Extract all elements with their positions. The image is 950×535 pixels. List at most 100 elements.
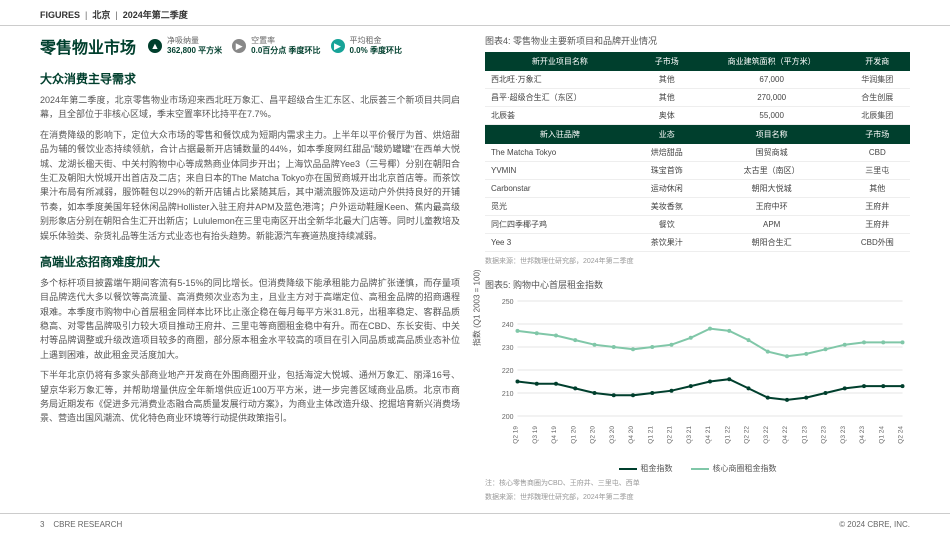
table-row: YVMIN珠宝首饰太古里（南区）三里屯 (485, 162, 910, 180)
svg-text:Q1 23: Q1 23 (801, 426, 808, 444)
svg-text:Q3 19: Q3 19 (532, 426, 539, 444)
svg-text:240: 240 (502, 322, 514, 329)
svg-text:210: 210 (502, 391, 514, 398)
table-cell: Carbonstar (485, 180, 635, 198)
table-row: Yee 3茶饮果汁朝阳合生汇CBD外围 (485, 234, 910, 252)
table-cell: 其他 (845, 180, 910, 198)
legend-item: 租金指数 (619, 463, 673, 474)
metric: ▲ 净吸纳量362,800 平方米 (148, 36, 222, 55)
legend-swatch (691, 468, 709, 470)
table-cell: 珠宝首饰 (635, 162, 699, 180)
page-title: 零售物业市场 (40, 34, 136, 58)
chart5-legend: 租金指数 核心商圈租金指数 (485, 463, 910, 474)
chart5-source: 数据来源：世邦魏理仕研究部，2024年第二季度 (485, 492, 910, 502)
chart5-note: 注：核心零售商圈为CBD、王府井、三里屯、西单 (485, 478, 910, 488)
metric-text: 空置率0.0百分点 季度环比 (251, 36, 320, 55)
table4: 新开业项目名称子市场商业建筑面积（平方米）开发商 西北旺·万象汇其他67,000… (485, 52, 910, 252)
metric-text: 净吸纳量362,800 平方米 (167, 36, 222, 55)
metric: ▶ 空置率0.0百分点 季度环比 (232, 36, 320, 55)
table-cell: 茶饮果汁 (635, 234, 699, 252)
legend-label: 租金指数 (641, 463, 673, 474)
table-cell: 烘焙甜品 (635, 144, 699, 162)
page-footer: 3 CBRE RESEARCH © 2024 CBRE, INC. (0, 513, 950, 535)
metric-icon: ▶ (331, 39, 345, 53)
page-header: FIGURES | 北京 | 2024年第二季度 (0, 0, 950, 26)
table-header-cell: 商业建筑面积（平方米） (699, 52, 845, 71)
table-cell: 王府井 (845, 198, 910, 216)
svg-text:Q2 22: Q2 22 (744, 426, 751, 444)
table-cell: 其他 (635, 89, 699, 107)
svg-text:Q2 24: Q2 24 (898, 426, 905, 444)
svg-text:Q2 23: Q2 23 (821, 426, 828, 444)
table-cell: 太古里（南区） (699, 162, 845, 180)
metric-icon: ▶ (232, 39, 246, 53)
table-cell: 北辰荟 (485, 107, 635, 125)
svg-text:200: 200 (502, 414, 514, 421)
table-cell: 西北旺·万象汇 (485, 71, 635, 89)
table-cell: 67,000 (699, 71, 845, 89)
table-cell: 国贸商城 (699, 144, 845, 162)
svg-text:Q4 19: Q4 19 (551, 426, 558, 444)
footer-right: © 2024 CBRE, INC. (839, 520, 910, 529)
svg-text:Q3 20: Q3 20 (609, 426, 616, 444)
table-cell: YVMIN (485, 162, 635, 180)
table4-source: 数据来源：世邦魏理仕研究部，2024年第二季度 (485, 256, 910, 266)
legend-label: 核心商圈租金指数 (713, 463, 777, 474)
section-title: 高端业态招商难度加大 (40, 253, 460, 270)
table-header-cell: 新入驻品牌 (485, 125, 635, 145)
table-cell: 昌平·超级合生汇（东区） (485, 89, 635, 107)
table-cell: 运动休闲 (635, 180, 699, 198)
svg-text:Q4 22: Q4 22 (782, 426, 789, 444)
metric-icon: ▲ (148, 39, 162, 53)
svg-text:Q1 21: Q1 21 (647, 426, 654, 444)
figures-label: FIGURES (40, 10, 80, 20)
table-row: 西北旺·万象汇其他67,000华润集团 (485, 71, 910, 89)
metrics-row: ▲净吸纳量362,800 平方米▶空置率0.0百分点 季度环比▶平均租金0.0%… (148, 36, 402, 55)
table-header-cell: 业态 (635, 125, 699, 145)
body-paragraph: 在消费降级的影响下，定位大众市场的零售和餐饮成为短期内需求主力。上半年以平价餐厅… (40, 128, 460, 243)
table-cell: 北辰集团 (845, 107, 910, 125)
table-cell: 奥体 (635, 107, 699, 125)
chart5-svg: 200210220230240250Q2 19Q3 19Q4 19Q1 20Q2… (485, 296, 910, 456)
legend-item: 核心商圈租金指数 (691, 463, 777, 474)
table-cell: APM (699, 216, 845, 234)
table-cell: The Matcha Tokyo (485, 144, 635, 162)
svg-text:Q1 24: Q1 24 (878, 426, 885, 444)
table-header-cell: 新开业项目名称 (485, 52, 635, 71)
table-header-cell: 子市场 (635, 52, 699, 71)
right-column: 图表4: 零售物业主要新项目和品牌开业情况 新开业项目名称子市场商业建筑面积（平… (485, 34, 910, 502)
table-cell: CBD (845, 144, 910, 162)
table-cell: 觅光 (485, 198, 635, 216)
table-cell: 美妆香氛 (635, 198, 699, 216)
table-cell: 55,000 (699, 107, 845, 125)
svg-text:Q3 22: Q3 22 (763, 426, 770, 444)
svg-text:230: 230 (502, 345, 514, 352)
table-row: 觅光美妆香氛王府中环王府井 (485, 198, 910, 216)
table-cell: 270,000 (699, 89, 845, 107)
body-paragraph: 多个标杆项目披露端午期间客流有5-15%的同比增长。但消费降级下能承租能力品牌扩… (40, 276, 460, 362)
table-row: 北辰荟奥体55,000北辰集团 (485, 107, 910, 125)
svg-text:220: 220 (502, 368, 514, 375)
table-cell: 王府井 (845, 216, 910, 234)
svg-text:Q4 21: Q4 21 (705, 426, 712, 444)
table-cell: 其他 (635, 71, 699, 89)
period-label: 2024年第二季度 (123, 10, 188, 20)
table-row: 昌平·超级合生汇（东区）其他270,000合生创展 (485, 89, 910, 107)
table-cell: 朝阳大悦城 (699, 180, 845, 198)
svg-text:Q2 20: Q2 20 (590, 426, 597, 444)
table-cell: 同仁四季椰子鸡 (485, 216, 635, 234)
svg-text:Q1 22: Q1 22 (724, 426, 731, 444)
table-cell: Yee 3 (485, 234, 635, 252)
left-column: 零售物业市场 ▲净吸纳量362,800 平方米▶空置率0.0百分点 季度环比▶平… (40, 34, 460, 502)
table-header-cell: 项目名称 (699, 125, 845, 145)
table-row: Carbonstar运动休闲朝阳大悦城其他 (485, 180, 910, 198)
svg-text:Q1 20: Q1 20 (570, 426, 577, 444)
chart5-ylabel: 指数 (Q1 2003 = 100) (472, 269, 483, 346)
section-title: 大众消费主导需求 (40, 70, 460, 87)
body-paragraph: 2024年第二季度，北京零售物业市场迎来西北旺万象汇、昌平超级合生汇东区、北辰荟… (40, 93, 460, 122)
table-cell: 朝阳合生汇 (699, 234, 845, 252)
page-number: 3 (40, 520, 44, 529)
svg-text:250: 250 (502, 299, 514, 306)
body-paragraph: 下半年北京仍将有多家头部商业地产开发商在外围商圈开业，包括海淀大悦城、通州万象汇… (40, 368, 460, 426)
svg-text:Q3 23: Q3 23 (840, 426, 847, 444)
